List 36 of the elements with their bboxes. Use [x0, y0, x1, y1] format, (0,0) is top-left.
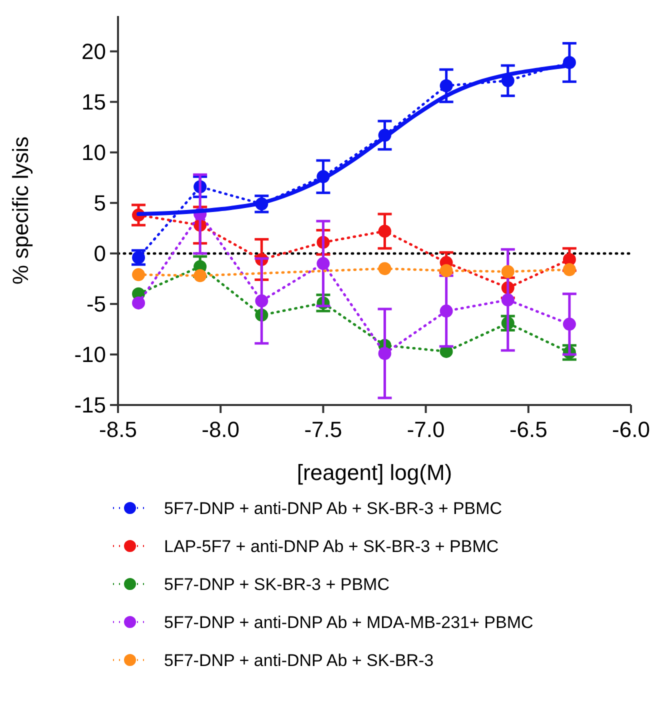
- x-tick-label: -7.5: [304, 417, 342, 442]
- y-tick-label: -5: [86, 292, 106, 317]
- point: [440, 79, 453, 92]
- x-tick-label: -8.5: [99, 417, 137, 442]
- point: [132, 268, 146, 282]
- point: [378, 224, 392, 238]
- x-tick-label: -6.5: [509, 417, 548, 442]
- point: [440, 264, 453, 278]
- legend-label: 5F7-DNP + anti-DNP Ab + MDA-MB-231+ PBMC: [164, 612, 534, 632]
- y-tick-label: 0: [94, 241, 106, 266]
- y-tick-label: -15: [74, 392, 106, 418]
- x-tick-label: -6.0: [612, 417, 650, 442]
- legend-label: LAP-5F7 + anti-DNP Ab + SK-BR-3 + PBMC: [164, 536, 499, 556]
- legend-label: 5F7-DNP + anti-DNP Ab + SK-BR-3: [164, 650, 434, 670]
- x-tick-label: -7.0: [406, 417, 445, 442]
- point: [378, 346, 392, 360]
- legend-label: 5F7-DNP + SK-BR-3 + PBMC: [164, 574, 390, 594]
- point: [562, 318, 576, 331]
- y-tick-label: 5: [94, 190, 106, 216]
- point: [132, 296, 146, 310]
- y-tick-label: -10: [74, 342, 106, 368]
- y-tick-label: 15: [82, 90, 106, 115]
- y-tick-label: 10: [82, 140, 106, 166]
- point: [255, 294, 268, 308]
- y-axis-title: % specific lysis: [8, 136, 33, 284]
- point: [194, 269, 207, 282]
- point: [501, 265, 514, 278]
- point: [501, 293, 514, 306]
- point: [316, 257, 330, 270]
- point: [562, 263, 576, 276]
- point: [440, 304, 453, 318]
- point: [378, 262, 392, 276]
- x-tick-label: -8.0: [202, 417, 240, 442]
- y-tick-label: 20: [82, 39, 106, 64]
- x-axis-title: [reagent] log(M): [296, 460, 452, 485]
- legend-label: 5F7-DNP + anti-DNP Ab + SK-BR-3 + PBMC: [164, 498, 502, 518]
